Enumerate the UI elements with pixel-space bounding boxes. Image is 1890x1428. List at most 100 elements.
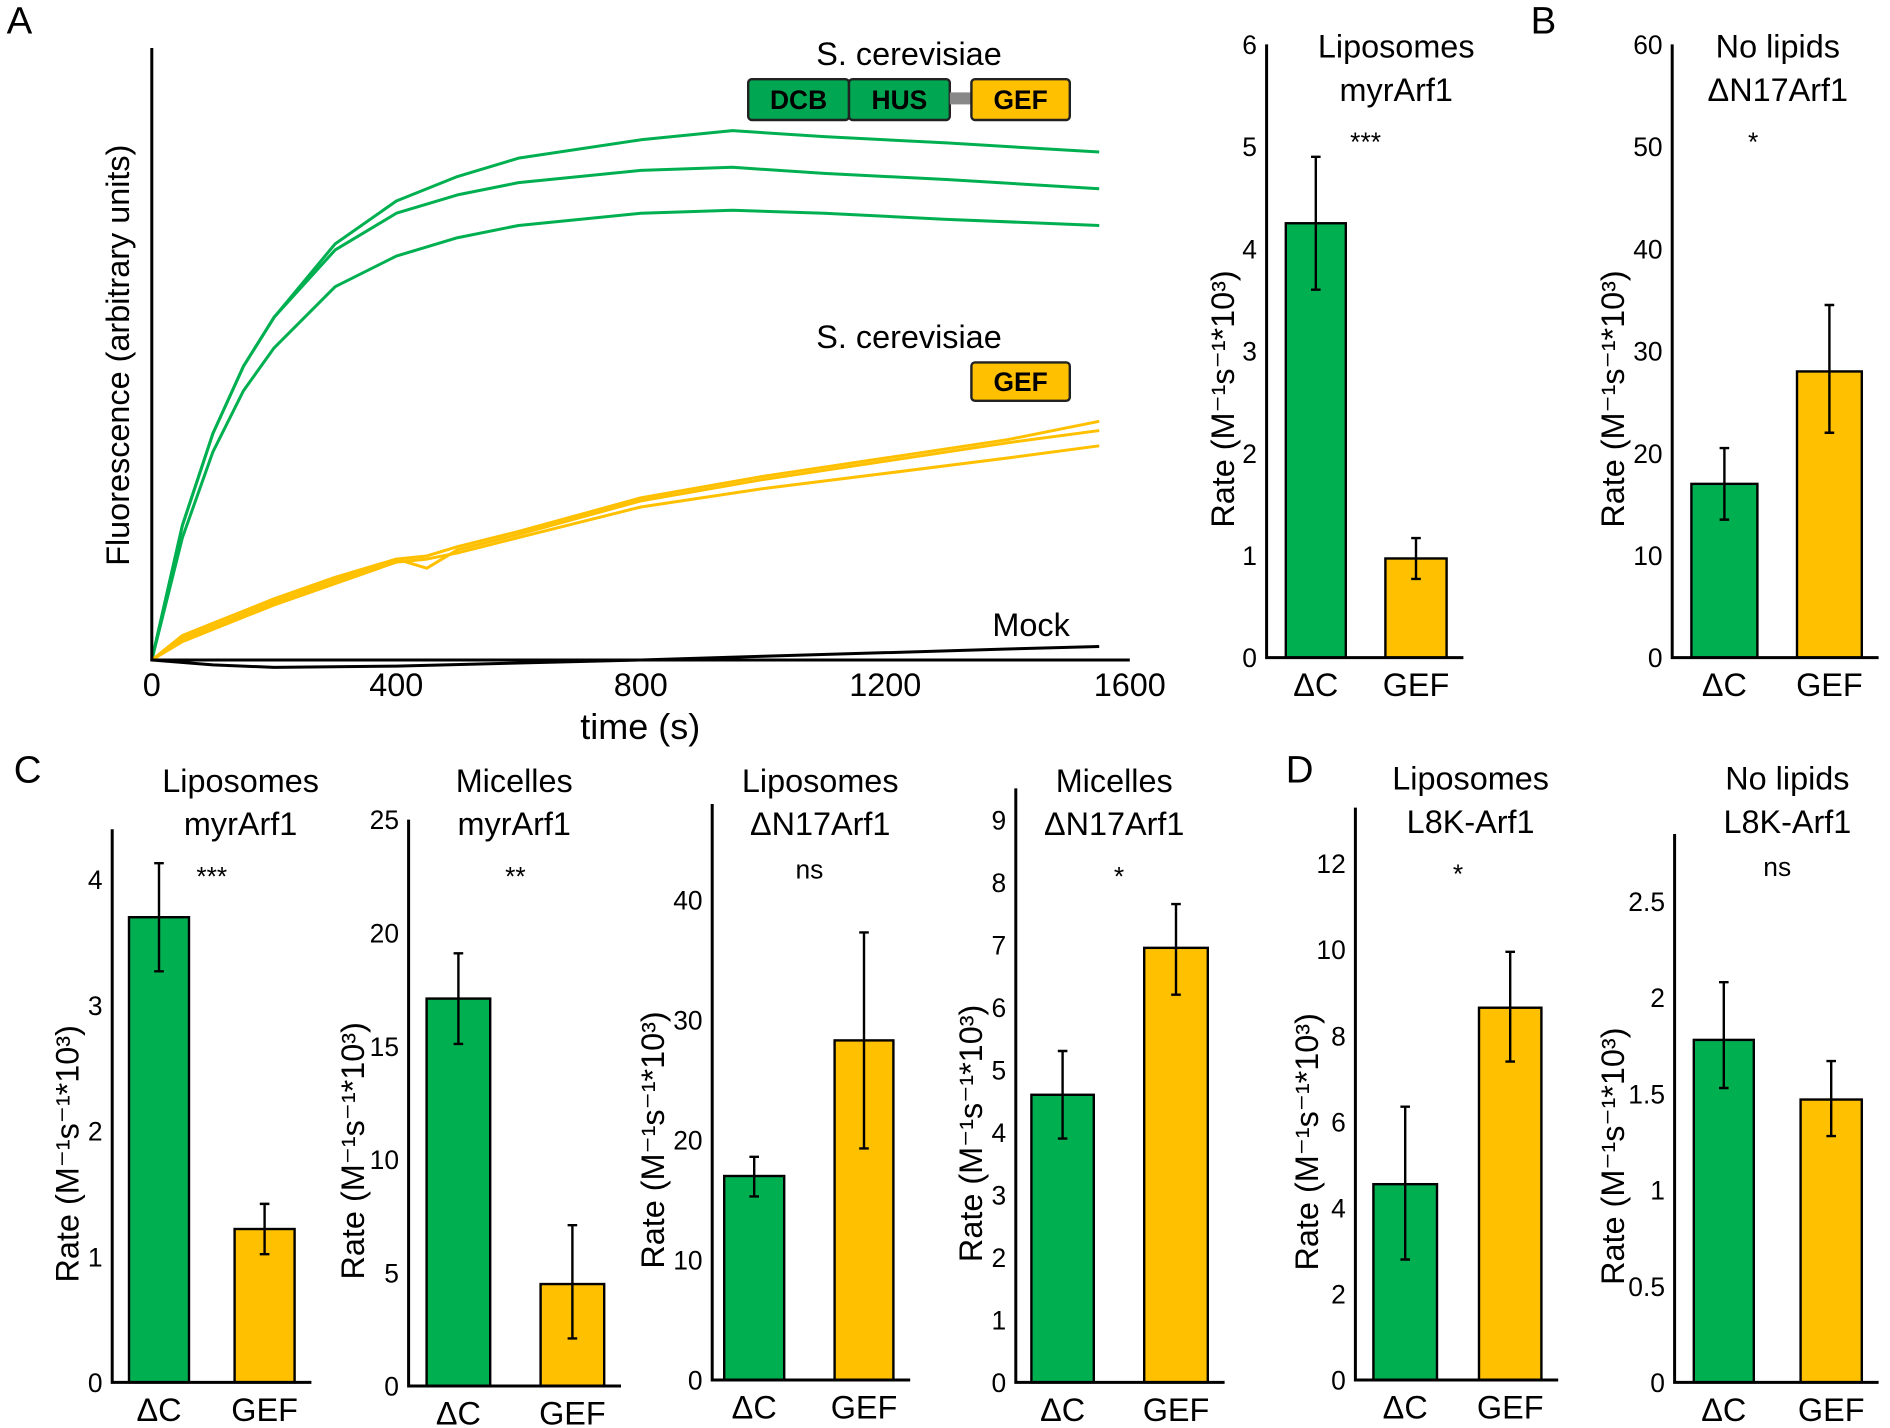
y-tick-label: 2 bbox=[992, 1243, 1007, 1273]
y-tick-label: 0 bbox=[688, 1366, 703, 1396]
panel-letter-b: B bbox=[1531, 0, 1557, 43]
y-tick-label: 30 bbox=[673, 1006, 702, 1036]
y-tick-label: 2.5 bbox=[1628, 887, 1665, 917]
bar-axes-C3 bbox=[710, 804, 911, 1382]
panel-title-line-2: L8K-Arf1 bbox=[1407, 804, 1535, 840]
bar-axes-C2 bbox=[407, 819, 621, 1388]
y-tick-label: 4 bbox=[88, 865, 103, 895]
error-bar-C1-0 bbox=[154, 861, 164, 973]
bar-A-bars-0 bbox=[1284, 222, 1347, 659]
error-bar-C2-0 bbox=[453, 952, 464, 1046]
error-bar-D1-1 bbox=[1505, 950, 1515, 1063]
panel-letter-a: A bbox=[7, 0, 33, 43]
domain-gef-box-2 bbox=[970, 361, 1071, 402]
y-axis-label: Rate (M⁻¹s⁻¹*10³) bbox=[1595, 270, 1631, 527]
y-tick-label: 20 bbox=[1633, 439, 1662, 469]
y-axis-label: Rate (M⁻¹s⁻¹*10³) bbox=[50, 1025, 86, 1282]
error-bar-B-0 bbox=[1719, 446, 1730, 521]
x-category-label: GEF bbox=[1477, 1389, 1544, 1425]
significance-label: * bbox=[1114, 862, 1124, 892]
significance-label: * bbox=[1453, 859, 1463, 889]
y-tick-label: 25 bbox=[370, 805, 399, 835]
y-tick-label: 40 bbox=[1633, 234, 1662, 264]
x-axis-label: time (s) bbox=[580, 706, 700, 747]
x-category-label: GEF bbox=[1798, 1392, 1865, 1428]
x-category-label: GEF bbox=[231, 1392, 298, 1428]
y-tick-label: 2 bbox=[1650, 983, 1665, 1013]
panel-title-line-1: Liposomes bbox=[742, 763, 899, 799]
bar-axes-D2 bbox=[1673, 834, 1879, 1384]
x-tick-label: 400 bbox=[369, 667, 423, 703]
panel-title-line-2: L8K-Arf1 bbox=[1723, 804, 1851, 840]
y-tick-label: 20 bbox=[673, 1126, 702, 1156]
y-tick-label: 0 bbox=[1648, 643, 1663, 673]
y-axis-label: Rate (M⁻¹s⁻¹*10³) bbox=[953, 1005, 989, 1262]
x-category-label: ΔC bbox=[1702, 667, 1747, 703]
bar-C2-0 bbox=[425, 997, 492, 1388]
series-line-green-0 bbox=[150, 129, 1100, 661]
y-tick-label: 15 bbox=[370, 1032, 399, 1062]
bar-axes-C1 bbox=[110, 829, 312, 1384]
y-tick-label: 1 bbox=[88, 1242, 103, 1272]
legend-species-1: S. cerevisiae bbox=[816, 36, 1001, 72]
error-bar-C3-1 bbox=[859, 931, 869, 1150]
y-tick-label: 6 bbox=[1242, 30, 1257, 60]
error-bar-D1-0 bbox=[1400, 1105, 1410, 1261]
error-bar-C3-0 bbox=[749, 1155, 759, 1198]
panel-title-line-2: ΔN17Arf1 bbox=[1044, 806, 1184, 842]
y-tick-label: 8 bbox=[1331, 1021, 1346, 1051]
y-tick-label: 9 bbox=[992, 805, 1007, 835]
x-category-label: GEF bbox=[1143, 1392, 1210, 1428]
y-tick-label: 3 bbox=[992, 1180, 1007, 1210]
y-tick-label: 1 bbox=[1650, 1176, 1665, 1206]
error-bar-A-bars-0 bbox=[1311, 155, 1321, 291]
significance-label: ns bbox=[795, 854, 823, 884]
panel-title-line-2: myrArf1 bbox=[458, 806, 571, 842]
domain-gef-label: GEF bbox=[993, 85, 1047, 115]
y-tick-label: 0 bbox=[992, 1368, 1007, 1398]
series-line-yellow-3 bbox=[150, 419, 1100, 662]
y-tick-label: 4 bbox=[992, 1118, 1007, 1148]
y-tick-label: 4 bbox=[1242, 234, 1257, 264]
error-bar-D2-1 bbox=[1826, 1059, 1836, 1138]
x-category-label: GEF bbox=[1796, 667, 1863, 703]
domain-gef-label-2: GEF bbox=[993, 367, 1047, 397]
linker bbox=[949, 92, 972, 105]
y-axis-label: Rate (M⁻¹s⁻¹*10³) bbox=[1595, 1028, 1631, 1285]
y-tick-label: 1 bbox=[992, 1305, 1007, 1335]
y-tick-label: 4 bbox=[1331, 1193, 1346, 1223]
significance-label: ** bbox=[505, 862, 526, 892]
y-tick-label: 5 bbox=[992, 1055, 1007, 1085]
y-tick-label: 8 bbox=[992, 868, 1007, 898]
y-tick-label: 3 bbox=[1242, 337, 1257, 367]
x-category-label: ΔC bbox=[1040, 1392, 1085, 1428]
domain-gef-box bbox=[970, 78, 1071, 122]
error-bar-C1-1 bbox=[259, 1202, 270, 1256]
series-line-yellow-5 bbox=[151, 444, 1100, 662]
x-category-label: ΔC bbox=[1383, 1389, 1428, 1425]
x-tick-label: 0 bbox=[143, 667, 161, 703]
x-category-label: ΔC bbox=[1293, 667, 1338, 703]
error-bar-D2-0 bbox=[1719, 980, 1729, 1090]
series-line-green-1 bbox=[150, 165, 1100, 661]
panel-letter-d: D bbox=[1286, 748, 1314, 791]
bar-axes-D1 bbox=[1353, 807, 1559, 1382]
x-category-label: GEF bbox=[1383, 667, 1450, 703]
y-tick-label: 30 bbox=[1633, 337, 1662, 367]
bar-C3-0 bbox=[723, 1174, 786, 1382]
y-tick-label: 7 bbox=[992, 930, 1007, 960]
series-line-yellow-4 bbox=[150, 429, 1100, 662]
panel-title-line-2: myrArf1 bbox=[1340, 72, 1453, 108]
y-axis-label: Rate (M⁻¹s⁻¹*10³) bbox=[1205, 270, 1241, 527]
y-tick-label: 12 bbox=[1316, 849, 1345, 879]
x-category-label: GEF bbox=[831, 1389, 898, 1425]
x-category-label: ΔC bbox=[436, 1395, 481, 1428]
panel-title-line-1: No lipids bbox=[1716, 29, 1840, 65]
panel-title-line-1: Liposomes bbox=[1318, 29, 1475, 65]
y-tick-label: 1.5 bbox=[1628, 1079, 1665, 1109]
error-bar-C4-1 bbox=[1171, 902, 1181, 996]
series-line-black-6 bbox=[151, 645, 1100, 669]
bar-D1-1 bbox=[1477, 1006, 1543, 1382]
y-tick-label: 0 bbox=[1650, 1368, 1665, 1398]
